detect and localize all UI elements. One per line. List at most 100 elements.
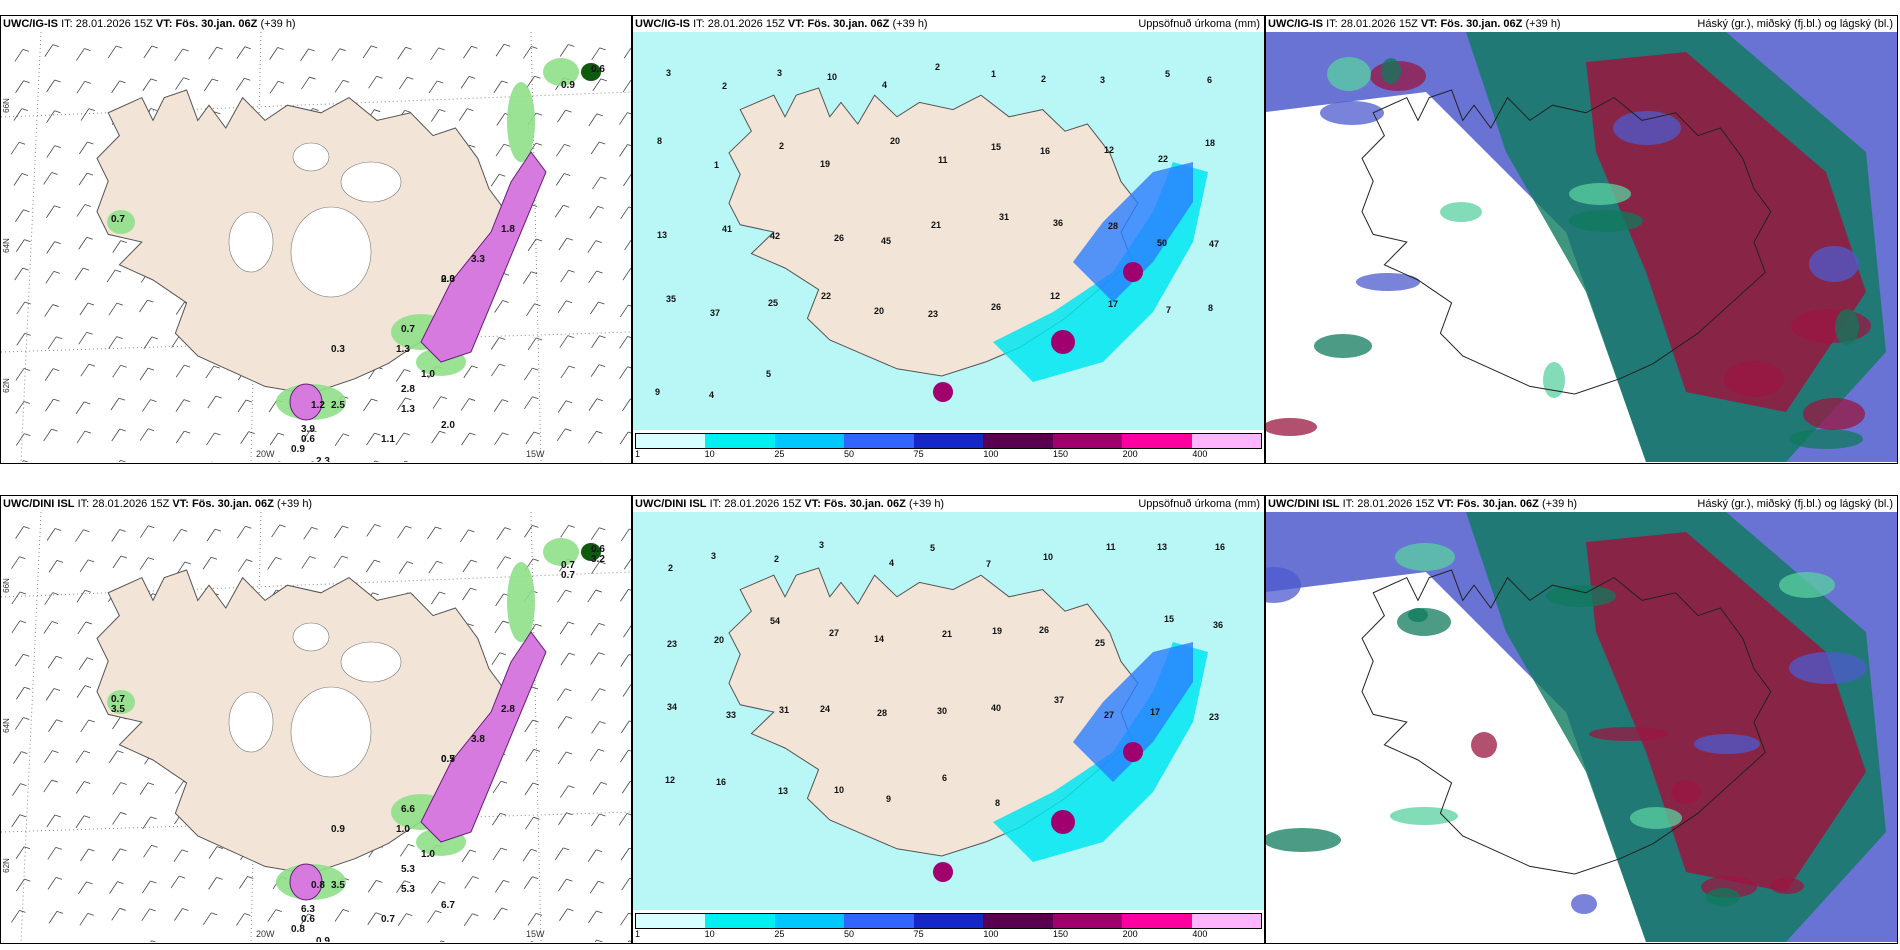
wind-barb (587, 849, 603, 862)
wind-barb (592, 782, 608, 795)
cloud-patch (1356, 273, 1420, 291)
wind-barb (555, 144, 571, 157)
wind-barb (175, 430, 191, 444)
precip-max-area (933, 862, 953, 882)
precip-value-label: 7 (986, 559, 991, 569)
wind-barb (15, 686, 31, 700)
wind-barb (75, 815, 91, 828)
wind-barb (366, 432, 381, 446)
precip-value-label: 19 (820, 159, 830, 169)
panel-title: UWC/DINI ISL IT: 28.01.2026 15Z VT: Fös.… (3, 498, 313, 510)
precip-value-label: 47 (1209, 239, 1219, 249)
wind-barb (526, 303, 541, 317)
precip-value-label: 21 (931, 220, 941, 230)
panel-right-title: Uppsöfnuð úrkoma (mm) (1138, 498, 1260, 510)
precip-value-label: 2.5 (331, 400, 345, 411)
iceland-outline (1361, 89, 1772, 395)
wind-barb (235, 77, 251, 91)
wind-barb (400, 843, 415, 857)
precip-value-label: 0.9 (561, 80, 575, 91)
wind-barb (558, 878, 573, 892)
wind-barb (15, 209, 30, 222)
wind-barb (430, 47, 445, 61)
precip-green-area (507, 82, 535, 162)
latitude-label: 62N (1, 858, 11, 873)
precip-value-label: 6.6 (401, 804, 415, 815)
precip-value-label: 21 (942, 629, 952, 639)
cloud-patch (1613, 111, 1681, 145)
wind-barb (496, 556, 512, 569)
cloud-patch (1390, 807, 1458, 825)
wind-barb (142, 816, 157, 830)
colorbar-swatch (774, 914, 845, 928)
wind-barb (622, 267, 631, 281)
wind-barb (397, 397, 412, 411)
wind-barb (591, 561, 606, 574)
precip-value-label: 14 (874, 634, 884, 644)
wind-barb (15, 368, 31, 381)
precip-value-label: 10 (827, 72, 837, 82)
wind-barb (492, 780, 508, 794)
glacier (290, 686, 372, 778)
wind-barb (112, 240, 127, 253)
wind-barb (334, 909, 350, 922)
wind-barb (11, 910, 26, 923)
wind-barb (462, 559, 478, 573)
wind-barb (560, 524, 575, 538)
wind-barb (620, 749, 631, 763)
colorbar-swatch (983, 914, 1053, 928)
wind-barb (461, 849, 477, 863)
precip-value-label: 6.7 (441, 900, 455, 911)
wind-barb (239, 876, 254, 889)
wind-barb (78, 236, 93, 250)
precip-value-label: 19 (992, 626, 1002, 636)
wind-barb (527, 238, 543, 252)
precip-value-label: 3.5 (331, 880, 345, 891)
precip-value-label: 1.0 (421, 369, 435, 380)
precip-value-label: 18 (1205, 138, 1215, 148)
wind-barb (13, 108, 28, 121)
precip-value-label: 0.3 (441, 274, 455, 285)
precip-value-label: 12 (665, 775, 675, 785)
precip-value-label: 2 (1041, 74, 1046, 84)
precip-value-label: 42 (770, 231, 780, 241)
cloud-patch (1395, 543, 1455, 571)
wind-barb (237, 399, 253, 413)
wind-barb (13, 173, 29, 186)
wind-barb (175, 364, 191, 378)
precip-value-label: 3.9 (301, 424, 315, 435)
wind-barb (80, 848, 95, 862)
wind-barb (395, 432, 411, 446)
wind-barb (112, 364, 127, 378)
wind-barb (139, 557, 155, 570)
wind-barb (208, 46, 223, 60)
wind-barb (111, 529, 126, 542)
precip-max-area (933, 382, 953, 402)
wind-barb (176, 561, 192, 575)
precip-value-label: 5.3 (401, 864, 415, 875)
wind-barb (48, 911, 64, 924)
wind-barb (111, 848, 127, 861)
panel-right-title: Háský (gr.), miðský (fj.bl.) og lágský (… (1697, 498, 1893, 510)
wind-barb (366, 524, 381, 537)
panel-clouds-dini: UWC/DINI ISL IT: 28.01.2026 15Z VT: Fös.… (1265, 495, 1898, 944)
precip-value-label: 3.3 (471, 254, 485, 265)
wind-barb (555, 173, 571, 186)
precip-value-label: 6.3 (301, 904, 315, 915)
precip-value-label: 5.3 (401, 884, 415, 895)
precip-value-label: 37 (1054, 695, 1064, 705)
cloud-patch (1471, 732, 1497, 758)
precip-value-label: 26 (991, 302, 1001, 312)
precip-value-label: 16 (1040, 146, 1050, 156)
wind-barb (619, 431, 631, 445)
wind-barb (11, 556, 26, 569)
precip-value-label: 23 (1209, 712, 1219, 722)
precip-value-label: 36 (1213, 620, 1223, 630)
wind-barb (302, 429, 317, 442)
precip-value-label: 12 (1050, 291, 1060, 301)
precip-value-label: 8 (1208, 303, 1213, 313)
wind-barb (559, 908, 574, 921)
colorbar-swatch (636, 914, 706, 928)
cloud-patch (1569, 183, 1631, 205)
wind-barb (46, 79, 61, 93)
